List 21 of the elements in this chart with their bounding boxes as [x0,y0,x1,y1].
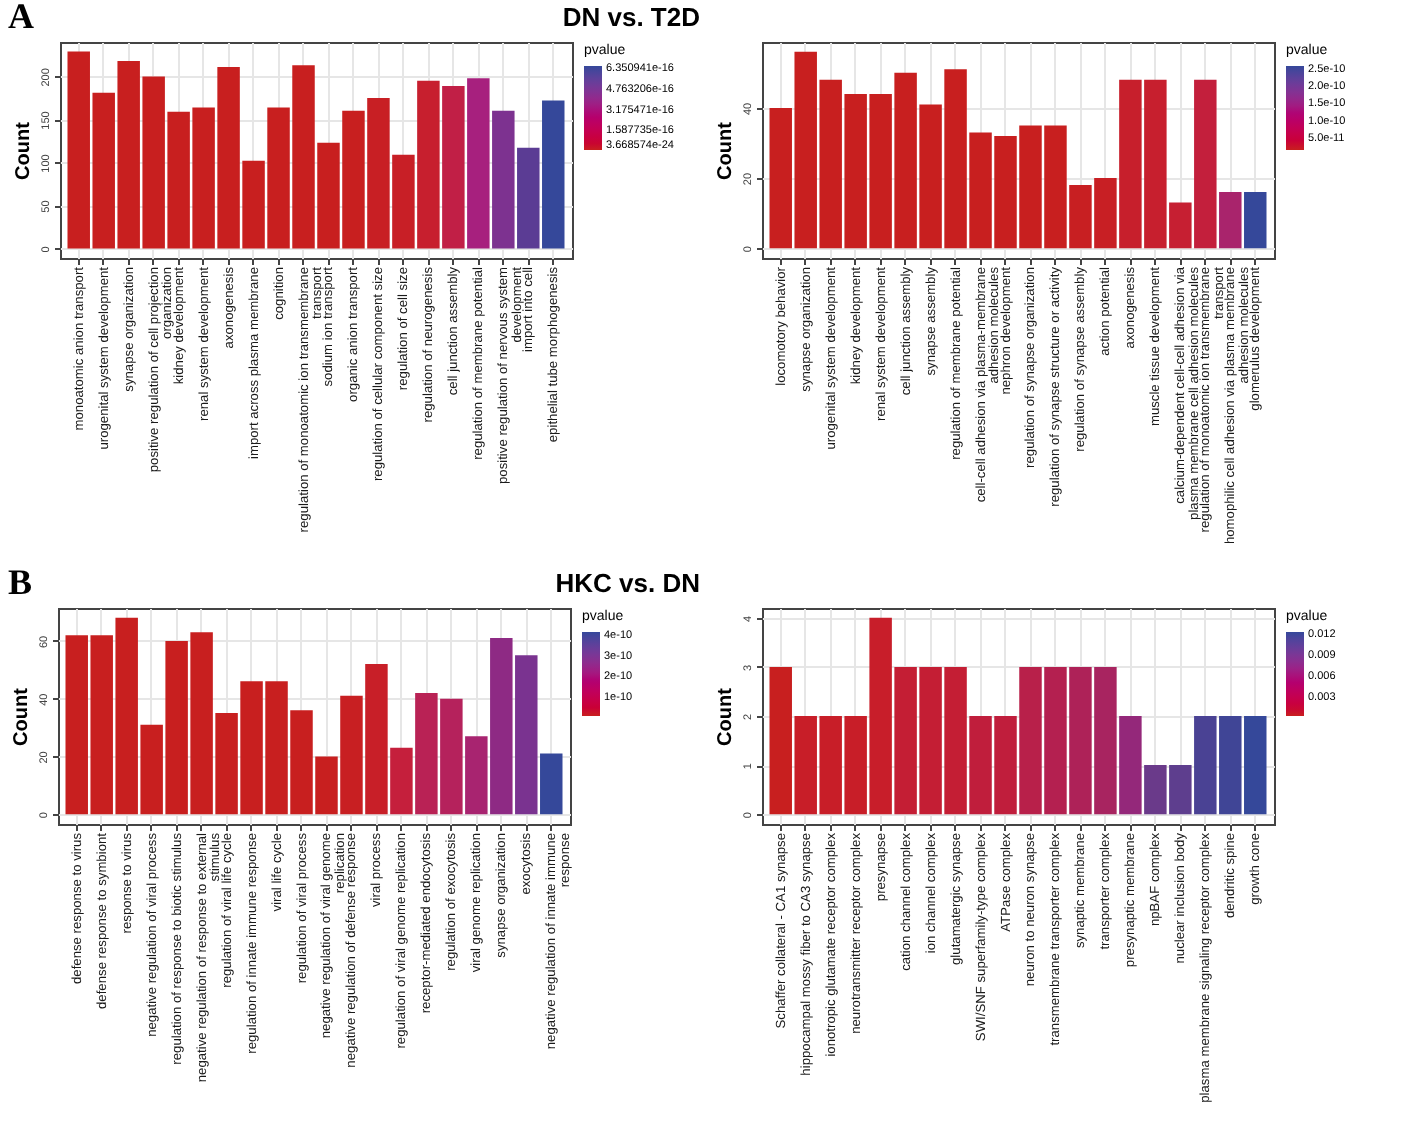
bar [492,110,515,249]
bar [517,147,540,249]
bar [465,736,488,815]
bar [515,655,538,815]
bar [490,638,513,815]
y-axis-title: Count [11,686,33,746]
y-axis-title: Count [715,120,737,180]
bar [1119,716,1142,815]
y-axis-title: Count [715,686,737,746]
bar [542,100,565,249]
y-axis-title: Count [13,120,35,180]
bar [467,78,490,249]
text: B [8,562,33,604]
bar [1244,192,1267,249]
text: DN vs. T2D [562,2,700,32]
bar [442,85,465,249]
bar [1219,192,1242,249]
bar [390,747,413,815]
text: HKC vs. DN [555,568,700,598]
bar [540,753,563,815]
text: A [8,0,34,38]
